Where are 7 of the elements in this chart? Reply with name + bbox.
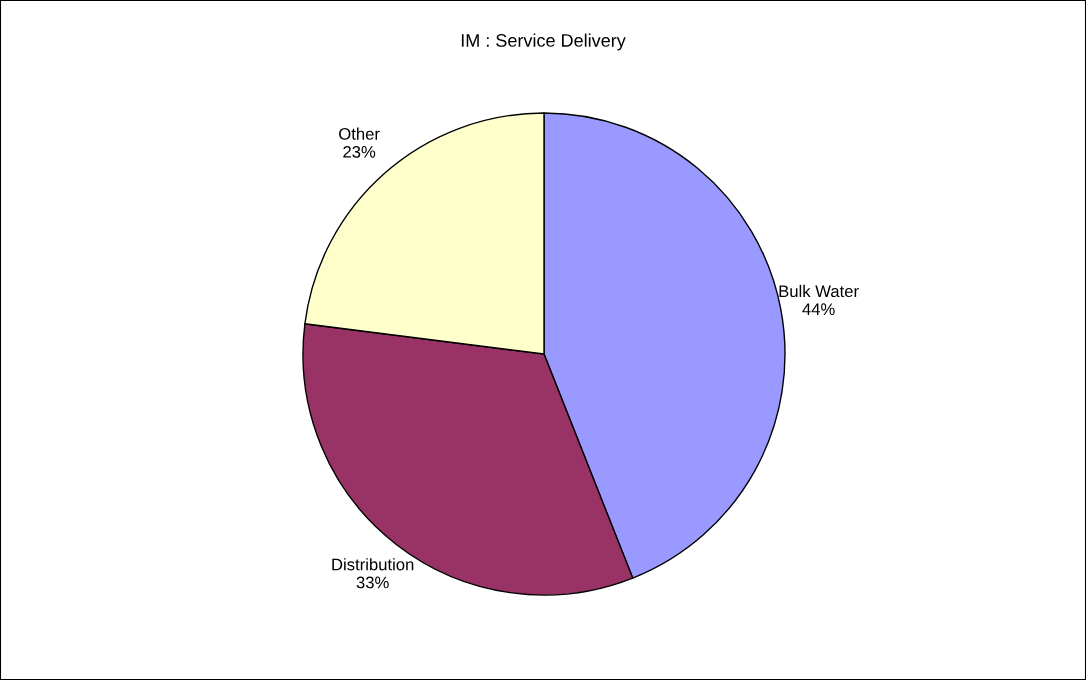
data-label: 23% xyxy=(343,145,376,158)
slice-label: Bulk Water xyxy=(779,284,859,298)
slice-label: Other xyxy=(339,127,380,140)
data-label: 44% xyxy=(802,303,835,315)
chart-title: IM : Service Delivery xyxy=(461,33,626,51)
slice-label: Distribution xyxy=(332,558,414,571)
data-label: 33% xyxy=(356,576,389,589)
